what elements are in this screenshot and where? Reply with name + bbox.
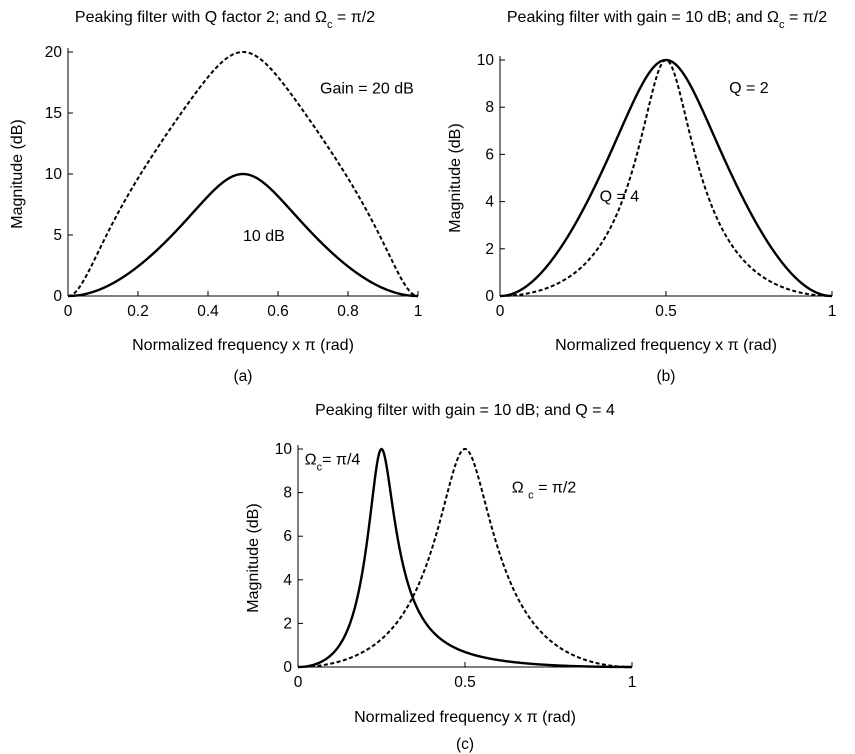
x-tick-label: 1 — [414, 303, 423, 320]
y-tick-label: 6 — [485, 146, 494, 163]
y-tick-label: 8 — [485, 99, 494, 116]
y-tick-label: 2 — [485, 241, 494, 258]
y-tick-label: 4 — [485, 194, 494, 211]
x-axis-label: Normalized frequency x π (rad) — [555, 337, 777, 354]
y-tick-label: 10 — [275, 441, 293, 458]
y-tick-label: 0 — [283, 659, 292, 676]
y-tick-label: 15 — [45, 105, 62, 122]
x-tick-label: 0 — [64, 303, 73, 320]
chart-title: Peaking filter with Q factor 2; and Ωc =… — [75, 9, 375, 31]
panel-caption: (a) — [234, 368, 253, 385]
x-tick-label: 0.8 — [337, 303, 359, 320]
x-tick-label: 0 — [294, 674, 303, 691]
series-line-solid — [67, 172, 419, 298]
x-axis-label: Normalized frequency x π (rad) — [132, 337, 354, 354]
chart-a: Peaking filter with Q factor 2; and Ωc =… — [9, 9, 422, 385]
y-tick-label: 20 — [45, 44, 63, 61]
annotation-label: Q = 2 — [729, 80, 769, 97]
chart-c: Peaking filter with gain = 10 dB; and Q … — [245, 402, 636, 753]
y-tick-label: 10 — [477, 52, 495, 69]
x-tick-label: 0.5 — [655, 303, 677, 320]
y-axis-label: Magnitude (dB) — [245, 503, 262, 612]
y-axis-label: Magnitude (dB) — [447, 123, 464, 232]
y-axis-label: Magnitude (dB) — [9, 119, 26, 228]
x-tick-label: 0 — [496, 303, 505, 320]
panel-caption: (b) — [657, 368, 676, 385]
x-tick-label: 0.4 — [197, 303, 219, 320]
chart-title: Peaking filter with gain = 10 dB; and Q … — [315, 402, 615, 419]
y-tick-label: 6 — [283, 528, 292, 545]
x-axis-label: Normalized frequency x π (rad) — [354, 709, 576, 726]
y-tick-label: 5 — [53, 227, 62, 244]
annotation-label: Ω c = π/2 — [512, 480, 577, 502]
x-tick-label: 1 — [628, 674, 637, 691]
series-line-dashed — [67, 50, 419, 297]
annotation-label: 10 dB — [243, 228, 285, 245]
chart-title: Peaking filter with gain = 10 dB; and Ωc… — [507, 9, 827, 31]
x-tick-label: 0.2 — [127, 303, 149, 320]
series-line-solid — [499, 58, 833, 298]
annotation-label: Q = 4 — [600, 189, 640, 206]
series-line-solid — [297, 447, 632, 669]
annotation-label: Gain = 20 dB — [320, 80, 414, 97]
panel-caption: (c) — [456, 736, 474, 753]
chart-b: Peaking filter with gain = 10 dB; and Ωc… — [447, 9, 836, 385]
y-tick-label: 4 — [283, 572, 292, 589]
y-tick-label: 0 — [53, 288, 62, 305]
x-tick-label: 0.5 — [454, 674, 476, 691]
y-tick-label: 8 — [283, 485, 292, 502]
x-tick-label: 1 — [828, 303, 837, 320]
series-line-dashed — [500, 58, 832, 297]
y-tick-label: 10 — [45, 166, 63, 183]
y-tick-label: 0 — [485, 288, 494, 305]
series-line-dashed — [298, 447, 632, 668]
annotation-label: Ωc= π/4 — [305, 451, 361, 473]
x-tick-label: 0.6 — [267, 303, 289, 320]
y-tick-label: 2 — [283, 615, 292, 632]
